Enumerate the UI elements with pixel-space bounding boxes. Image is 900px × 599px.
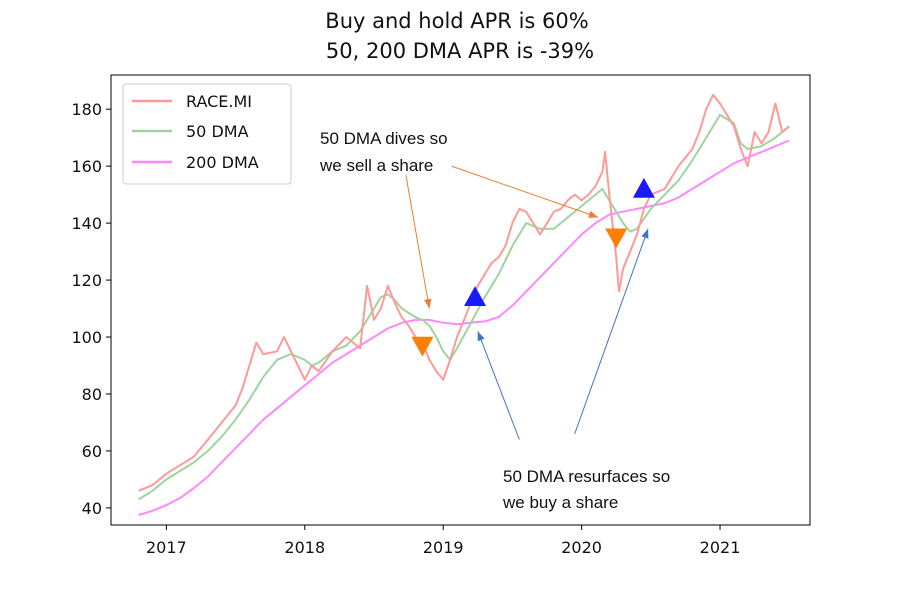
plot-frame <box>110 74 811 526</box>
x-tick-label: 2019 <box>423 538 464 557</box>
sell-marker-3 <box>605 228 628 249</box>
annotation-buy-line-1: 50 DMA resurfaces so <box>503 467 670 486</box>
buy-marker-2 <box>464 286 487 306</box>
plot-area <box>138 93 790 516</box>
annotation-arrows <box>405 165 649 440</box>
legend-label-200-dma: 200 DMA <box>186 153 259 172</box>
y-axis: 40 60 80 100 120 140 160 180 <box>71 100 111 518</box>
y-tick-label: 100 <box>71 328 102 347</box>
annotation-sell-arrow-2 <box>451 165 599 218</box>
annotation-buy-arrow-2 <box>574 228 649 435</box>
annotation-buy-arrowhead-2 <box>641 228 649 239</box>
x-tick-label: 2020 <box>561 538 602 557</box>
x-tick-label: 2018 <box>284 538 325 557</box>
annotation-sell: 50 DMA dives so we sell a share <box>319 129 448 175</box>
annotation-buy: 50 DMA resurfaces so we buy a share <box>502 467 670 512</box>
annotation-sell-arrowhead-2 <box>588 210 599 218</box>
annotation-sell-line-2: we sell a share <box>319 156 433 175</box>
annotation-buy-arrow-1 <box>477 331 520 440</box>
annotation-sell-arrow-1 <box>405 174 430 309</box>
buy-marker-4 <box>632 177 655 198</box>
series-line-race-mi <box>138 93 790 492</box>
series-line-200-dma <box>138 139 790 516</box>
y-tick-label: 60 <box>82 442 102 461</box>
x-tick-label: 2017 <box>146 538 187 557</box>
annotation-sell-line-1: 50 DMA dives so <box>320 129 448 148</box>
legend-label-race-mi: RACE.MI <box>186 92 252 111</box>
x-tick-label: 2021 <box>700 538 741 557</box>
sell-marker-1 <box>411 336 434 357</box>
annotation-buy-arrowhead-1 <box>477 331 485 342</box>
legend-box <box>122 83 292 185</box>
x-axis: 2017 2018 2019 2020 2021 <box>146 525 740 557</box>
annotation-buy-line-2: we buy a share <box>502 493 618 512</box>
y-tick-label: 160 <box>71 157 102 176</box>
y-tick-label: 180 <box>71 100 102 119</box>
legend-label-50-dma: 50 DMA <box>186 122 249 141</box>
y-tick-label: 140 <box>71 214 102 233</box>
annotation-sell-arrowhead-1 <box>424 298 432 309</box>
legend: RACE.MI 50 DMA 200 DMA <box>122 83 292 185</box>
y-tick-label: 80 <box>82 385 102 404</box>
chart-title-line-1: Buy and hold APR is 60% <box>325 9 588 33</box>
chart-title-line-2: 50, 200 DMA APR is -39% <box>326 39 594 63</box>
y-tick-label: 120 <box>71 271 102 290</box>
y-tick-label: 40 <box>82 499 102 518</box>
